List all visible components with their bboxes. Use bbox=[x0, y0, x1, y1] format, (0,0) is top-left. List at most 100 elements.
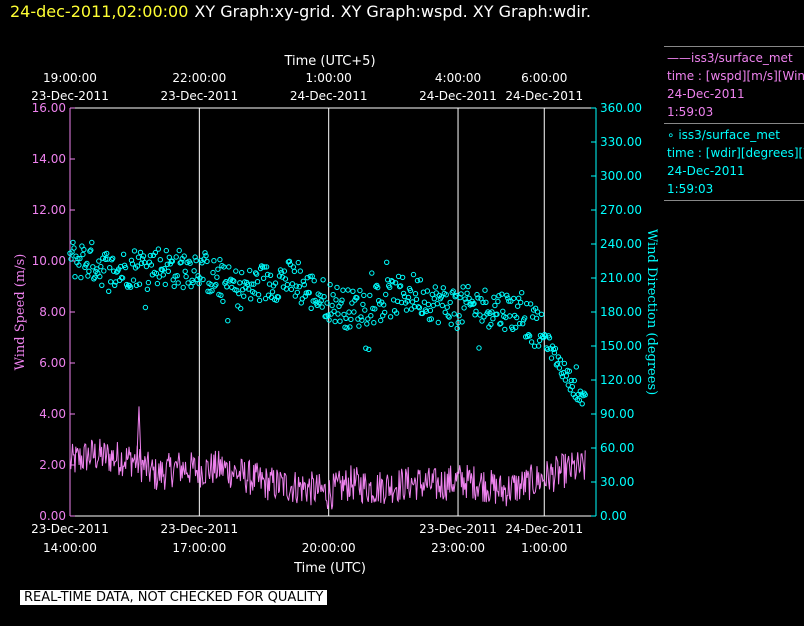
wdir-point bbox=[296, 284, 302, 290]
wdir-point bbox=[511, 295, 517, 302]
wdir-point bbox=[256, 297, 263, 304]
wdir-point bbox=[291, 268, 298, 275]
wdir-point bbox=[140, 253, 147, 259]
wdir-point bbox=[519, 290, 525, 296]
wdir-point bbox=[300, 278, 306, 284]
wdir-point bbox=[498, 320, 504, 326]
right-tick-label: 90.00 bbox=[600, 407, 634, 421]
top-tick-date: 24-Dec-2011 bbox=[505, 89, 583, 103]
wdir-point bbox=[120, 251, 127, 258]
wdir-point bbox=[71, 245, 77, 251]
wdir-point bbox=[282, 276, 289, 282]
wdir-point bbox=[178, 259, 184, 265]
wdir-point bbox=[255, 292, 262, 298]
wdir-point bbox=[192, 254, 198, 260]
wdir-point bbox=[369, 270, 375, 276]
wdir-point bbox=[448, 321, 454, 327]
wdir-point bbox=[443, 292, 449, 298]
wdir-point bbox=[447, 299, 453, 306]
wdir-point bbox=[304, 275, 310, 281]
wdir-point bbox=[440, 285, 446, 291]
wdir-point bbox=[307, 273, 313, 280]
wdir-point bbox=[387, 314, 394, 320]
wdir-point bbox=[362, 307, 368, 313]
bottom-axis-title: Time (UTC) bbox=[293, 561, 366, 576]
wspd-series bbox=[69, 406, 586, 510]
top-tick-date: 23-Dec-2011 bbox=[31, 89, 109, 103]
wdir-point bbox=[534, 309, 541, 315]
wdir-point bbox=[68, 256, 74, 262]
wdir-point bbox=[290, 264, 297, 270]
wdir-point bbox=[163, 247, 170, 254]
wdir-point bbox=[450, 288, 456, 294]
wdir-point bbox=[148, 262, 155, 268]
wdir-point bbox=[210, 269, 216, 276]
left-tick-label: 10.00 bbox=[32, 254, 66, 268]
wdir-point bbox=[173, 254, 179, 260]
legend: ——iss3/surface_met time : [wspd][m/s][Wi… bbox=[664, 46, 804, 201]
legend-item-wspd: ——iss3/surface_met time : [wspd][m/s][Wi… bbox=[664, 47, 804, 123]
left-tick-label: 2.00 bbox=[39, 458, 66, 472]
wdir-point bbox=[354, 295, 360, 301]
wdir-point bbox=[166, 254, 173, 260]
wdir-point bbox=[405, 294, 412, 301]
wdir-point bbox=[399, 274, 406, 281]
wdir-point bbox=[446, 314, 452, 320]
wdir-point bbox=[459, 319, 465, 325]
wdir-point bbox=[431, 296, 437, 302]
wdir-point bbox=[356, 323, 362, 329]
wdir-point bbox=[260, 275, 267, 281]
wdir-point bbox=[324, 300, 330, 306]
top-tick-time: 6:00:00 bbox=[521, 71, 567, 85]
wdir-point bbox=[432, 284, 438, 290]
wdir-point bbox=[569, 384, 575, 390]
wdir-point bbox=[479, 318, 485, 324]
wdir-point bbox=[384, 259, 390, 265]
wdir-point bbox=[180, 284, 186, 291]
wdir-point bbox=[92, 274, 98, 280]
wdir-point bbox=[536, 337, 543, 344]
wdir-point bbox=[528, 339, 535, 345]
wdir-point bbox=[439, 302, 445, 309]
wdir-point bbox=[563, 373, 570, 379]
right-tick-label: 270.00 bbox=[600, 203, 642, 217]
wdir-point bbox=[103, 256, 109, 262]
wdir-point bbox=[554, 361, 561, 367]
wdir-point bbox=[571, 377, 577, 384]
wdir-point bbox=[264, 271, 271, 278]
wdir-point bbox=[90, 264, 96, 270]
wdir-point bbox=[182, 268, 188, 274]
wdir-point bbox=[213, 281, 219, 288]
legend-wdir-name: ∘ iss3/surface_met bbox=[667, 128, 780, 142]
wdir-point bbox=[330, 292, 336, 298]
wdir-point bbox=[153, 270, 160, 277]
wdir-point bbox=[78, 274, 84, 281]
wdir-point bbox=[482, 287, 488, 293]
bottom-tick-time: 23:00:00 bbox=[431, 541, 485, 555]
wdir-point bbox=[348, 316, 354, 323]
bottom-tick-time: 14:00:00 bbox=[43, 541, 97, 555]
wdir-point bbox=[407, 287, 414, 294]
wdir-point bbox=[557, 357, 564, 363]
wdir-point bbox=[224, 284, 230, 290]
wspd-spike bbox=[136, 406, 142, 466]
wdir-point bbox=[164, 261, 171, 267]
wdir-point bbox=[165, 268, 172, 274]
wdir-point bbox=[548, 355, 555, 361]
legend-wdir-field: time : [wdir][degrees][W bbox=[667, 146, 804, 160]
wdir-point bbox=[364, 321, 370, 327]
wdir-point bbox=[389, 279, 396, 285]
wdir-point bbox=[517, 320, 523, 327]
wdir-point bbox=[318, 298, 324, 304]
tick-labels: 0.00 2.00 4.00 6.00 8.00 10.00 12.00 14.00 16.00… bbox=[31, 71, 642, 555]
wdir-point bbox=[327, 281, 333, 288]
left-tick-label: 4.00 bbox=[39, 407, 66, 421]
wdir-point bbox=[269, 289, 276, 295]
wdir-point bbox=[445, 313, 451, 319]
left-tick-label: 16.00 bbox=[32, 101, 66, 115]
wdir-point bbox=[358, 314, 364, 320]
wdir-point bbox=[312, 297, 318, 304]
wdir-point bbox=[251, 281, 257, 287]
chart-axes bbox=[69, 107, 597, 517]
